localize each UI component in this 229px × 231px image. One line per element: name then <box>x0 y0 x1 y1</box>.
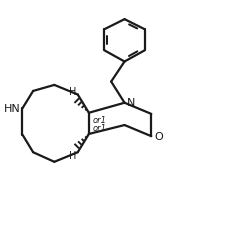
Text: H: H <box>69 87 76 97</box>
Text: N: N <box>126 98 135 108</box>
Text: O: O <box>153 132 162 142</box>
Text: or1: or1 <box>93 115 106 124</box>
Text: or1: or1 <box>93 124 106 133</box>
Text: H: H <box>69 151 76 161</box>
Text: HN: HN <box>3 104 20 114</box>
